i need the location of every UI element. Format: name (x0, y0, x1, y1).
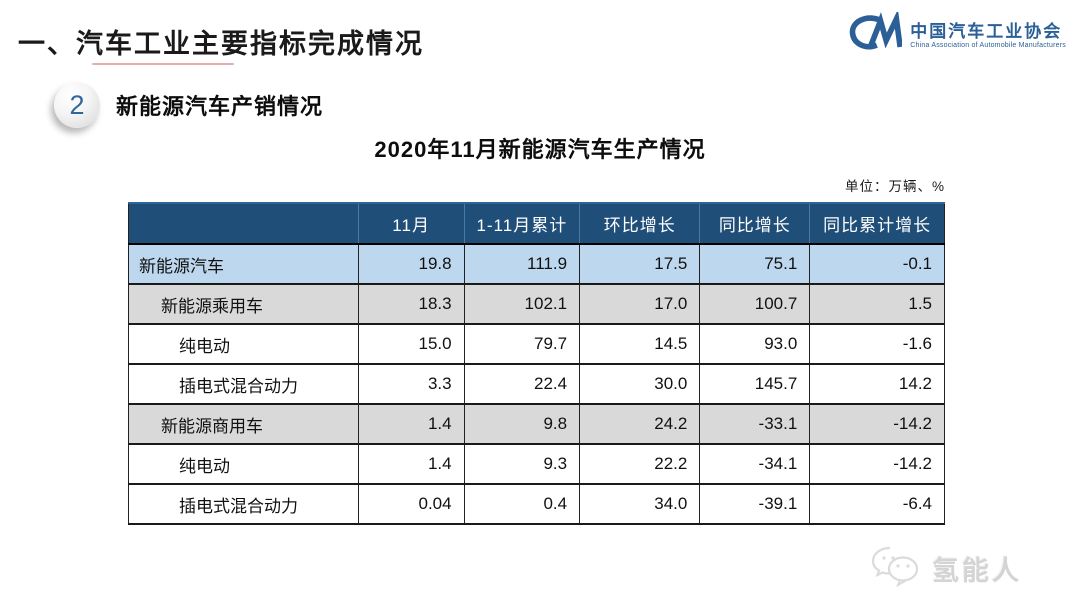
value-cell: 15.0 (358, 324, 465, 365)
logo-text-block: 中国汽车工业协会 China Association of Automobile… (910, 21, 1066, 51)
table-row: 插电式混合动力 3.3 22.4 30.0 145.7 14.2 (128, 364, 945, 405)
section-number-badge: 2 (54, 82, 100, 128)
value-cell: 22.2 (579, 444, 701, 485)
row-label: 纯电动 (128, 324, 359, 365)
row-label-header (128, 202, 359, 245)
value-cell: -33.1 (699, 404, 811, 445)
table-row: 插电式混合动力 0.04 0.4 34.0 -39.1 -6.4 (128, 484, 945, 525)
value-cell: 9.8 (464, 404, 581, 445)
cm-logo-icon (846, 9, 904, 59)
value-cell: -1.6 (809, 324, 945, 365)
row-label: 新能源商用车 (128, 404, 359, 445)
value-cell: 34.0 (579, 484, 701, 525)
col-header: 同比增长 (699, 202, 810, 245)
page-title: 一、汽车工业主要指标完成情况 (18, 29, 424, 59)
value-cell: 1.4 (358, 404, 465, 445)
value-cell: 75.1 (699, 244, 811, 285)
watermark-text: 氢能人 (932, 556, 1022, 586)
value-cell: 1.5 (809, 284, 945, 325)
value-cell: 18.3 (358, 284, 465, 325)
nev-production-table: 11月 1-11月累计 环比增长 同比增长 同比累计增长 新能源汽车 19.8 111.9 17… (128, 202, 945, 525)
table-row: 新能源乘用车 18.3 102.1 17.0 100.7 1.5 (128, 284, 945, 325)
section-title: 新能源汽车产销情况 (116, 94, 324, 119)
value-cell: 17.5 (579, 244, 701, 285)
section-number: 2 (69, 89, 85, 120)
row-label: 插电式混合动力 (128, 364, 359, 405)
value-cell: 9.3 (464, 444, 581, 485)
wechat-bubbles-icon (870, 545, 922, 592)
value-cell: -6.4 (809, 484, 945, 525)
col-header: 11月 (357, 202, 465, 245)
value-cell: 111.9 (464, 244, 581, 285)
row-label: 纯电动 (128, 444, 359, 485)
value-cell: 14.2 (809, 364, 945, 405)
value-cell: -14.2 (809, 404, 945, 445)
table-header-row: 11月 1-11月累计 环比增长 同比增长 同比累计增长 (128, 202, 945, 245)
red-underline-decoration (92, 63, 234, 65)
row-label: 新能源汽车 (128, 244, 359, 285)
value-cell: 14.5 (579, 324, 701, 365)
value-cell: 1.4 (358, 444, 465, 485)
value-cell: -39.1 (699, 484, 811, 525)
value-cell: 24.2 (579, 404, 701, 445)
value-cell: 79.7 (464, 324, 581, 365)
value-cell: 22.4 (464, 364, 581, 405)
value-cell: 0.04 (358, 484, 465, 525)
row-label: 新能源乘用车 (128, 284, 359, 325)
value-cell: 19.8 (358, 244, 465, 285)
watermark: 氢能人 (870, 545, 1022, 592)
table-row: 新能源汽车 19.8 111.9 17.5 75.1 -0.1 (128, 244, 945, 285)
caam-logo: 中国汽车工业协会 China Association of Automobile… (846, 9, 1066, 59)
table-row: 新能源商用车 1.4 9.8 24.2 -33.1 -14.2 (128, 404, 945, 445)
org-name-en: China Association of Automobile Manufact… (910, 41, 1066, 49)
table-row: 纯电动 15.0 79.7 14.5 93.0 -1.6 (128, 324, 945, 365)
value-cell: 93.0 (699, 324, 811, 365)
col-header: 同比累计增长 (809, 202, 945, 245)
table-title: 2020年11月新能源汽车生产情况 (374, 137, 706, 162)
value-cell: -0.1 (809, 244, 945, 285)
table-row: 纯电动 1.4 9.3 22.2 -34.1 -14.2 (128, 444, 945, 485)
value-cell: 102.1 (464, 284, 581, 325)
value-cell: 145.7 (699, 364, 811, 405)
value-cell: 30.0 (579, 364, 701, 405)
section-header: 2 新能源汽车产销情况 (54, 82, 323, 128)
unit-note: 单位：万辆、% (844, 179, 945, 194)
value-cell: 100.7 (699, 284, 811, 325)
col-header: 1-11月累计 (463, 202, 580, 245)
col-header: 环比增长 (579, 202, 700, 245)
value-cell: -34.1 (699, 444, 811, 485)
row-label: 插电式混合动力 (128, 484, 359, 525)
value-cell: 17.0 (579, 284, 701, 325)
value-cell: -14.2 (809, 444, 945, 485)
org-name-cn: 中国汽车工业协会 (910, 21, 1063, 41)
value-cell: 0.4 (464, 484, 581, 525)
value-cell: 3.3 (358, 364, 465, 405)
